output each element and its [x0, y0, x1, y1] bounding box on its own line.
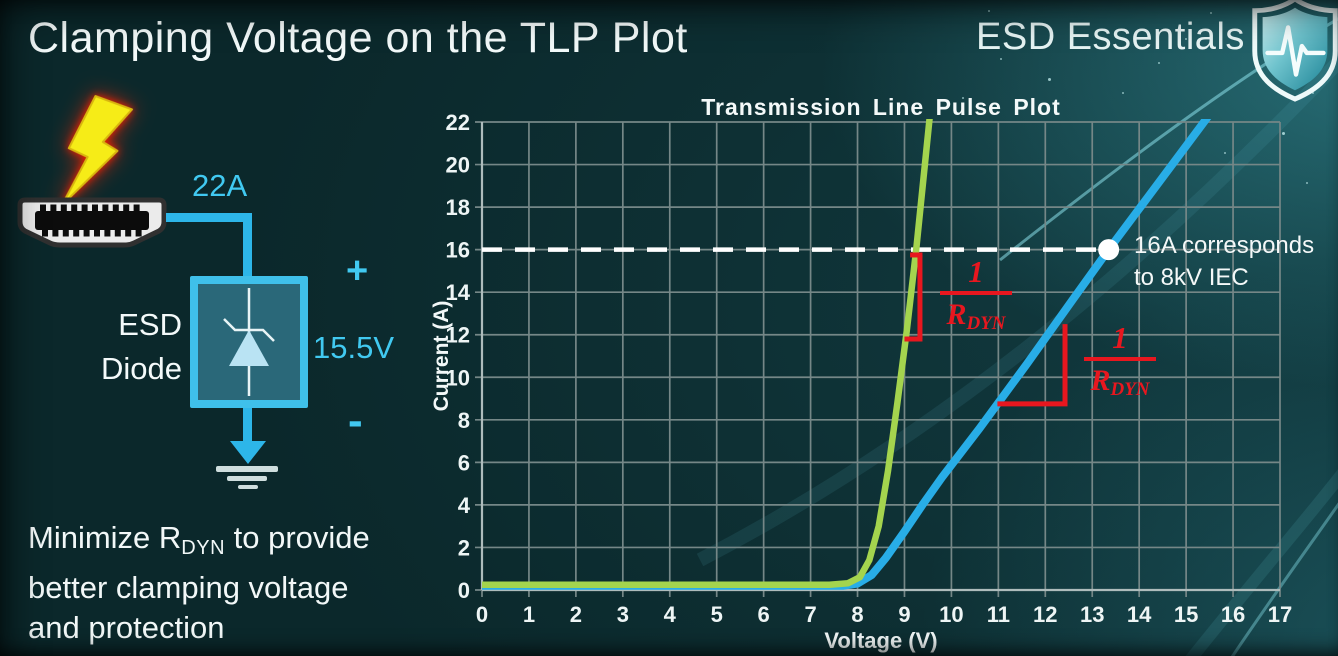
svg-text:8: 8 [851, 602, 863, 627]
note-line-3: and protection [28, 610, 225, 645]
svg-text:16: 16 [446, 238, 470, 263]
takeaway-note: Minimize RDYN to provide better clamping… [28, 518, 370, 648]
ground-symbol [227, 476, 267, 481]
svg-text:2: 2 [458, 535, 470, 560]
particle-dot [1185, 38, 1187, 40]
y-axis-title: Current (A) [432, 301, 453, 412]
brand-text: ESD Essentials [976, 16, 1245, 58]
particle-dot [1048, 78, 1051, 81]
reference-marker-dot [1098, 239, 1120, 261]
svg-text:6: 6 [458, 450, 470, 475]
lightning-bolt-icon [60, 95, 133, 207]
svg-text:4: 4 [664, 602, 677, 627]
page-title: Clamping Voltage on the TLP Plot [28, 14, 688, 62]
chart-title: Transmission Line Pulse Plot [701, 94, 1061, 120]
svg-text:16: 16 [1221, 602, 1245, 627]
note-line-2: better clamping voltage [28, 570, 349, 605]
svg-text:13: 13 [1080, 602, 1104, 627]
svg-text:12: 12 [1033, 602, 1057, 627]
x-tick-labels: 0 1 2 3 4 5 6 7 8 9 10 11 12 13 14 15 16 17 [476, 602, 1292, 627]
fraction-bar [940, 291, 1012, 295]
surge-current-label: 22A [192, 168, 248, 203]
green-curve-low-rdyn [482, 119, 933, 588]
svg-text:10: 10 [446, 365, 470, 390]
svg-text:22: 22 [446, 110, 470, 135]
svg-text:17: 17 [1268, 602, 1292, 627]
particle-dot [1306, 182, 1308, 184]
ground-symbol [216, 466, 278, 472]
wire-to-ground [243, 402, 252, 444]
slope-indicators [904, 252, 1068, 407]
particle-dot [988, 10, 990, 12]
zener-diode-symbol-icon [223, 288, 275, 396]
particle-dot [1210, 12, 1212, 14]
reference-annotation: 16A corresponds to 8kV IEC [1134, 232, 1315, 291]
plus-polarity-label: + [346, 250, 369, 292]
clamp-voltage-label: 15.5V [313, 330, 395, 365]
esd-diode-label: ESD Diode [101, 307, 182, 386]
hdmi-connector-icon [17, 197, 167, 248]
particle-dot [962, 97, 964, 99]
svg-text:6: 6 [758, 602, 770, 627]
particle-dot [1224, 152, 1226, 154]
axis-lines [480, 122, 1280, 592]
svg-text:18: 18 [446, 195, 470, 220]
x-axis-title: Voltage (V) [824, 628, 937, 653]
svg-text:1: 1 [523, 602, 535, 627]
particle-dot [1000, 58, 1002, 60]
fraction-bar [1084, 357, 1156, 361]
ground-symbol [238, 485, 258, 489]
note-line-1: Minimize RDYN to provide [28, 520, 370, 559]
svg-text:20: 20 [446, 153, 470, 178]
wire-to-diode [243, 213, 252, 283]
svg-text:15: 15 [1174, 602, 1198, 627]
svg-text:10: 10 [939, 602, 963, 627]
svg-text:0: 0 [476, 602, 488, 627]
svg-text:11: 11 [987, 602, 1010, 627]
wire-horizontal [166, 213, 252, 222]
svg-text:14: 14 [1127, 602, 1152, 627]
svg-text:4: 4 [458, 493, 471, 518]
particle-dot [1158, 62, 1160, 64]
svg-text:9: 9 [898, 602, 910, 627]
svg-text:7: 7 [804, 602, 816, 627]
esd-diode-box [190, 276, 308, 408]
svg-text:14: 14 [446, 280, 471, 305]
svg-text:2: 2 [570, 602, 582, 627]
svg-text:3: 3 [617, 602, 629, 627]
particle-dot [1122, 92, 1124, 94]
svg-text:12: 12 [446, 323, 470, 348]
svg-text:0: 0 [458, 578, 470, 603]
wire-arrowhead [230, 441, 266, 464]
minus-polarity-label: - [348, 396, 363, 445]
blue-curve-high-rdyn [482, 119, 1212, 590]
particle-dot [1282, 132, 1285, 135]
rdyn-slope-label-blue: 1 RDYN [1082, 322, 1158, 407]
svg-text:5: 5 [711, 602, 723, 627]
esd-shield-logo-icon [1252, 0, 1338, 102]
particle-dot [1312, 92, 1314, 94]
rdyn-slope-label-green: 1 RDYN [938, 256, 1014, 341]
chart-plot-area: 0 1 2 3 4 5 6 7 8 9 10 11 12 13 14 15 16 1702468101214161… [432, 110, 1292, 653]
svg-text:8: 8 [458, 408, 470, 433]
y-tick-labels: 0 2 4 6 8 10 12 14 16 18 20 22 [446, 110, 471, 603]
